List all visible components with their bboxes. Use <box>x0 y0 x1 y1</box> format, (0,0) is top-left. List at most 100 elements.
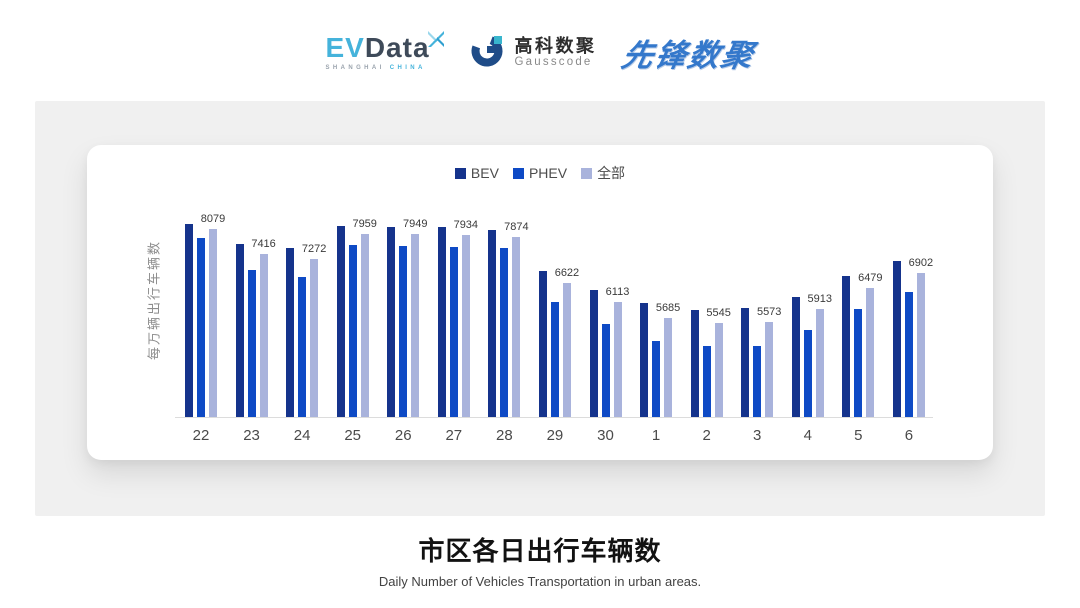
bar-bev[interactable] <box>741 308 750 417</box>
bar-group: 5685 1 <box>640 197 680 444</box>
bar-all[interactable] <box>866 288 875 417</box>
x-tick-label: 4 <box>803 427 812 444</box>
data-label: 5685 <box>655 302 681 314</box>
bar-phev[interactable] <box>197 238 205 417</box>
data-label: 6113 <box>605 286 630 298</box>
x-tick-label: 1 <box>651 427 661 444</box>
bar-bev[interactable] <box>842 276 851 417</box>
bar-bev[interactable] <box>488 230 497 417</box>
chart-subtitle: Daily Number of Vehicles Transportation … <box>378 574 702 589</box>
x-tick-label: 24 <box>293 427 311 444</box>
bar-all[interactable] <box>461 235 470 417</box>
gausscode-logo: 高科数聚 Gausscode <box>470 32 597 73</box>
bar-phev[interactable] <box>298 277 307 417</box>
bar-group: 5545 2 <box>690 197 731 444</box>
data-label: 5913 <box>807 293 832 305</box>
bar-bev[interactable] <box>437 227 446 417</box>
legend-item-bev[interactable]: BEV <box>454 165 499 181</box>
x-tick-label: 22 <box>192 427 210 444</box>
bar-all[interactable] <box>714 323 723 417</box>
bar-bev[interactable] <box>286 248 295 417</box>
bar-bev[interactable] <box>640 303 649 417</box>
legend-swatch-icon <box>454 167 466 179</box>
bar-bev[interactable] <box>538 271 547 417</box>
plot-area: 8079 22 7416 23 7272 24 7959 25 7949 26 … <box>185 197 933 444</box>
bar-bev[interactable] <box>589 290 598 417</box>
gausscode-en-text: Gausscode <box>514 56 593 69</box>
x-tick-label: 23 <box>243 427 260 444</box>
data-label: 5573 <box>756 306 782 318</box>
gausscode-text: 高科数聚 Gausscode <box>515 36 597 69</box>
bar-all[interactable] <box>512 237 521 417</box>
bar-all[interactable] <box>562 283 571 417</box>
data-label: 7959 <box>352 218 377 230</box>
bar-phev[interactable] <box>348 245 357 417</box>
evdata-sub-china: CHINA <box>389 64 426 71</box>
x-tick-label: 3 <box>753 427 762 444</box>
bar-all[interactable] <box>209 229 217 417</box>
bar-phev[interactable] <box>247 270 256 417</box>
bar-cluster <box>387 197 420 417</box>
x-tick-label: 5 <box>854 427 863 444</box>
bar-phev[interactable] <box>803 330 812 417</box>
bar-phev[interactable] <box>652 341 661 417</box>
bar-cluster <box>741 197 774 417</box>
data-label: 7934 <box>453 219 479 231</box>
x-axis-line <box>175 417 933 418</box>
bar-phev[interactable] <box>702 346 711 417</box>
bar-phev[interactable] <box>449 247 458 417</box>
data-label: 6622 <box>554 267 580 279</box>
legend-label: BEV <box>470 165 499 181</box>
data-label: 7874 <box>504 221 529 233</box>
bar-bev[interactable] <box>336 226 345 417</box>
bar-phev[interactable] <box>399 246 408 417</box>
bar-all[interactable] <box>815 309 824 417</box>
bar-phev[interactable] <box>753 346 762 417</box>
bar-cluster <box>488 197 521 417</box>
data-label: 5545 <box>706 307 731 319</box>
bar-all[interactable] <box>360 234 369 417</box>
bar-bev[interactable] <box>892 261 901 417</box>
evdata-sub-shanghai: SHANGHAI <box>325 64 385 71</box>
bar-bev[interactable] <box>690 310 699 417</box>
legend-label: 全部 <box>597 165 626 181</box>
bar-group: 7874 28 <box>488 197 529 444</box>
x-tick-label: 2 <box>702 427 711 444</box>
y-axis-label: 每万辆出行车辆数 <box>146 239 162 361</box>
gausscode-cn-text: 高科数聚 <box>514 35 597 56</box>
bar-all[interactable] <box>916 273 925 417</box>
bar-bev[interactable] <box>235 244 244 417</box>
data-label: 7949 <box>403 218 428 230</box>
legend-item-all[interactable]: 全部 <box>581 163 625 183</box>
bar-phev[interactable] <box>854 309 863 417</box>
x-tick-label: 25 <box>344 427 362 444</box>
bar-bev[interactable] <box>387 227 396 417</box>
bar-group: 5913 4 <box>791 197 832 444</box>
bar-all[interactable] <box>310 259 319 417</box>
bar-group: 6622 29 <box>538 197 579 444</box>
chart-card: BEV PHEV 全部 每万辆出行车辆数 8079 22 7416 23 7272 … <box>87 145 993 460</box>
bar-bev[interactable] <box>185 224 193 417</box>
bar-group: 8079 22 <box>185 197 225 444</box>
legend-item-phev[interactable]: PHEV <box>512 165 568 181</box>
bar-all[interactable] <box>411 234 420 417</box>
bar-group: 6902 6 <box>892 197 933 444</box>
bar-cluster <box>690 197 723 417</box>
bar-all[interactable] <box>664 318 673 417</box>
legend-label: PHEV <box>528 165 568 181</box>
bar-group: 6479 5 <box>842 197 883 444</box>
bar-phev[interactable] <box>550 302 559 417</box>
bar-phev[interactable] <box>601 324 610 417</box>
bar-all[interactable] <box>765 322 774 417</box>
data-label: 8079 <box>200 213 226 225</box>
bar-phev[interactable] <box>904 292 913 417</box>
bar-cluster <box>892 197 925 417</box>
bar-bev[interactable] <box>791 297 800 417</box>
bar-cluster <box>791 197 824 417</box>
bar-cluster <box>640 197 673 417</box>
bar-all[interactable] <box>613 302 622 417</box>
legend-swatch-icon <box>581 167 593 179</box>
bar-all[interactable] <box>259 254 268 417</box>
bar-phev[interactable] <box>500 248 509 417</box>
bar-cluster <box>336 197 369 417</box>
